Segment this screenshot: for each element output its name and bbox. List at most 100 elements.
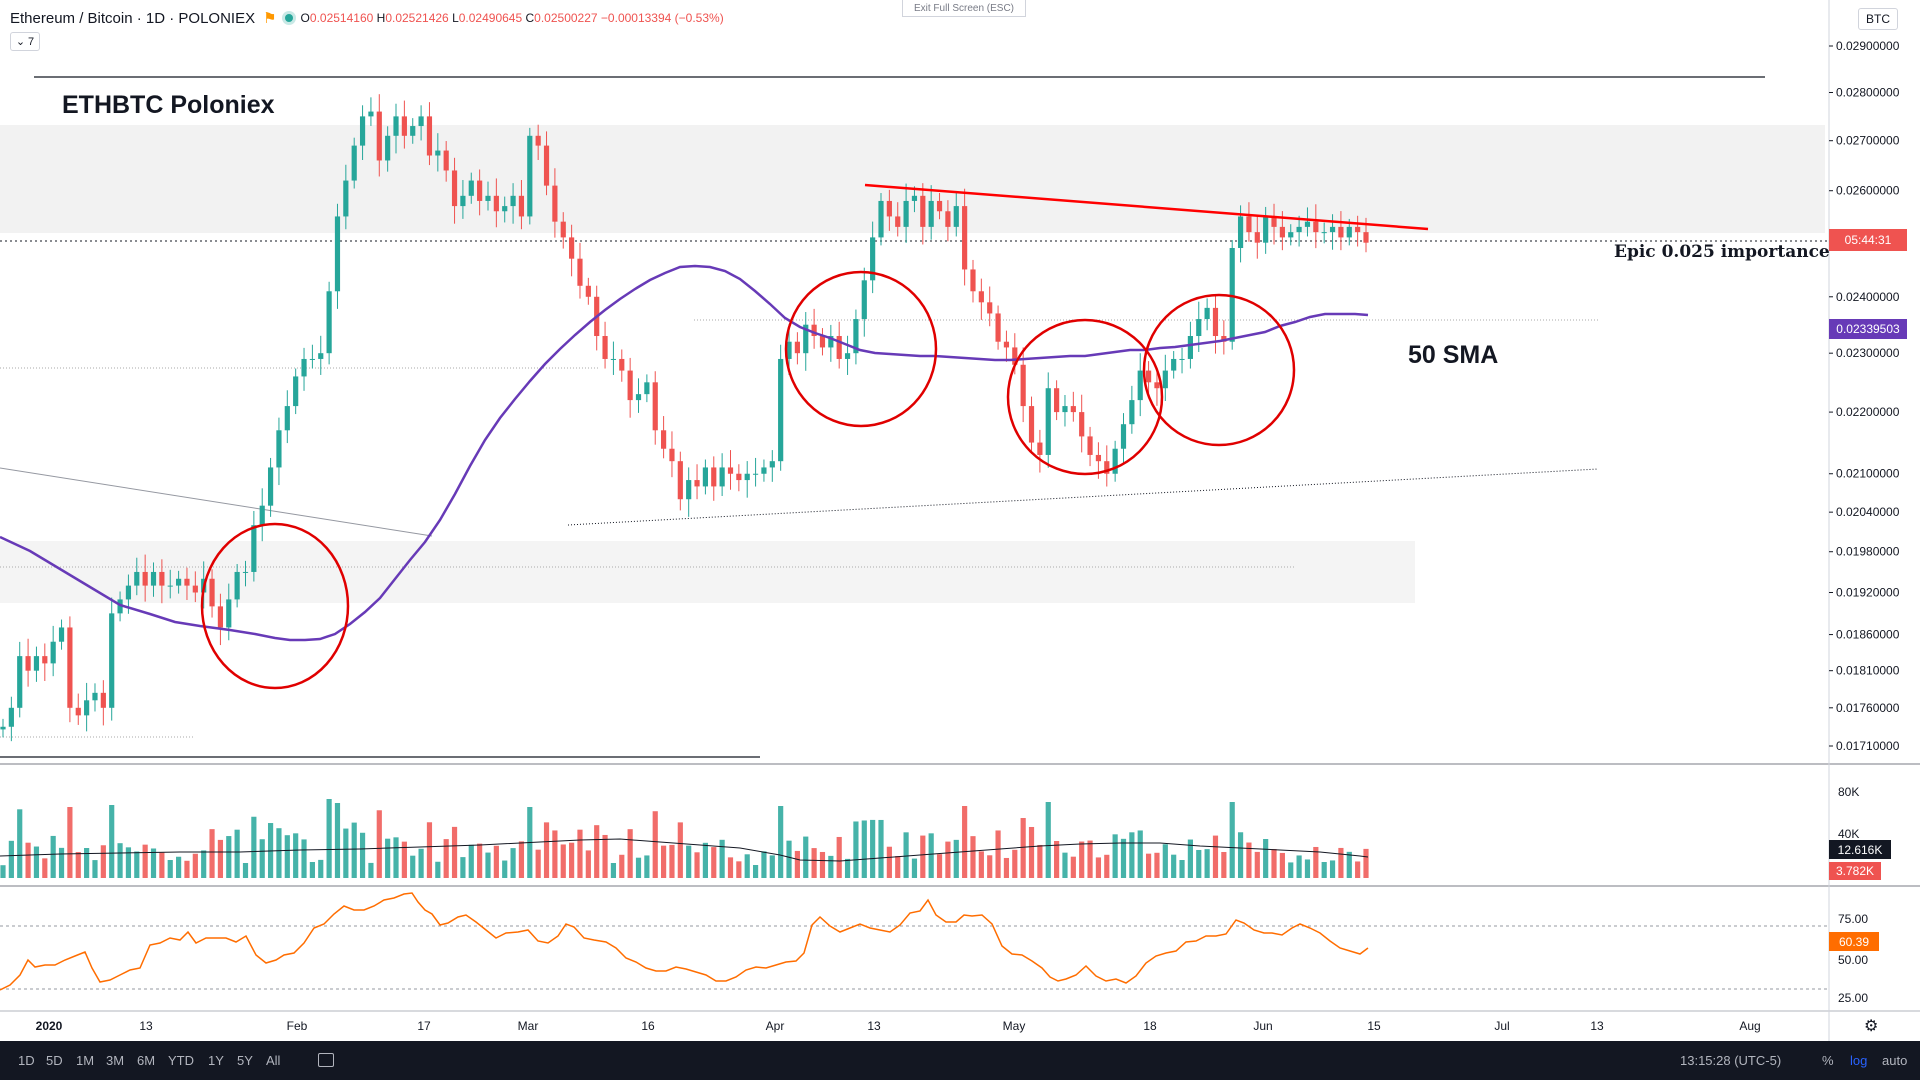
candle-body	[510, 195, 516, 207]
candle-body	[1187, 336, 1193, 359]
candle-body	[811, 324, 817, 337]
flag-icon[interactable]: ⚑	[263, 10, 277, 27]
candle-body	[694, 480, 700, 487]
log-toggle[interactable]: log	[1850, 1053, 1868, 1068]
volume-bar	[75, 852, 81, 878]
candle-body	[1363, 232, 1369, 243]
candle-body	[1296, 226, 1302, 233]
percent-toggle[interactable]: %	[1822, 1053, 1834, 1068]
volume-bar	[594, 825, 600, 878]
range-5d[interactable]: 5D	[46, 1053, 63, 1068]
range-1y[interactable]: 1Y	[208, 1053, 224, 1068]
volume-bar	[343, 828, 349, 878]
candle-body	[343, 180, 349, 217]
volume-bar	[560, 844, 566, 878]
candle-body	[635, 394, 642, 401]
candle-body	[318, 353, 324, 359]
candle-body	[259, 505, 265, 526]
volume-bar	[1204, 849, 1210, 878]
auto-toggle[interactable]: auto	[1882, 1053, 1908, 1068]
volume-bar	[234, 829, 240, 878]
candle-body	[761, 467, 767, 474]
indicator-toggle-button[interactable]: ⌄ 7	[10, 32, 40, 51]
volume-bar	[1154, 852, 1160, 878]
volume-bar	[819, 851, 826, 878]
candle-body	[1154, 382, 1160, 389]
range-1d[interactable]: 1D	[18, 1053, 35, 1068]
volume-bar	[435, 861, 441, 878]
volume-bar	[385, 838, 391, 878]
support-dotted-line-lower	[567, 468, 1599, 526]
volume-bar	[962, 806, 968, 878]
volume-bar	[686, 845, 692, 878]
ohlc-values: O0.02514160 H0.02521426 L0.02490645 C0.0…	[300, 11, 724, 25]
candle-body	[752, 473, 759, 475]
change-value: −0.00013394 (−0.53%)	[600, 11, 724, 25]
candle-body	[861, 280, 867, 320]
volume-bar	[58, 847, 65, 878]
volume-bar	[702, 842, 708, 878]
volume-bar	[669, 844, 675, 878]
volume-bar	[50, 835, 56, 878]
range-3m[interactable]: 3M	[106, 1053, 125, 1068]
exit-fullscreen-button[interactable]: Exit Full Screen (ESC)	[902, 0, 1026, 17]
candle-body	[1095, 454, 1102, 462]
gear-icon[interactable]: ⚙	[1864, 1018, 1879, 1035]
price-tick-label: 0.02600000	[1836, 184, 1900, 198]
candle-body	[1171, 358, 1177, 371]
symbol-title[interactable]: Ethereum / Bitcoin · 1D · POLONIEX	[10, 9, 256, 27]
sma-value-badge: 0.02339503	[1829, 319, 1907, 339]
candle-body	[385, 135, 391, 161]
volume-bar	[401, 841, 407, 878]
candle-body	[1329, 226, 1336, 233]
candle-body	[577, 258, 583, 286]
volume-bar	[778, 806, 784, 878]
volume-last-text: 3.782K	[1835, 864, 1875, 878]
volume-bar	[217, 839, 224, 878]
candle-body	[1012, 347, 1018, 365]
candle-body	[527, 135, 533, 217]
volume-bar	[242, 863, 249, 878]
currency-button[interactable]: BTC	[1858, 8, 1898, 30]
volume-bar	[694, 852, 700, 878]
chart-canvas[interactable]: 0.02900000 0.02800000 0.02700000 0.02600000…	[0, 0, 1920, 1041]
volume-bar	[644, 855, 650, 878]
volume-bar	[1137, 830, 1143, 878]
rsi-tick-label: 75.00	[1838, 912, 1868, 926]
high-value: 0.02521426	[385, 11, 449, 25]
time-tick-label: 13	[867, 1019, 881, 1033]
candle-body	[217, 606, 224, 628]
candle-body	[1028, 406, 1035, 443]
candle-body	[184, 578, 190, 586]
candle-body	[376, 111, 382, 161]
volume-bar	[535, 849, 541, 878]
calendar-icon[interactable]	[318, 1053, 334, 1067]
candle-body	[393, 116, 399, 136]
volume-bar	[1246, 842, 1252, 878]
candle-body	[33, 656, 40, 671]
candle-body	[1321, 232, 1327, 234]
volume-bar	[176, 856, 182, 878]
range-5y[interactable]: 5Y	[237, 1053, 253, 1068]
range-1m[interactable]: 1M	[76, 1053, 95, 1068]
range-all[interactable]: All	[266, 1053, 281, 1068]
candle-body	[1145, 370, 1152, 383]
volume-bar	[1196, 849, 1202, 878]
volume-bar	[359, 832, 366, 878]
candle-body	[176, 578, 182, 586]
candle-body	[150, 571, 157, 586]
volume-bar	[100, 845, 106, 878]
low-value: 0.02490645	[458, 11, 523, 25]
price-axis: 0.02900000 0.02800000 0.02700000 0.02600000…	[1829, 39, 1900, 1005]
volume-bar	[1012, 849, 1018, 878]
candle-body	[209, 578, 215, 607]
range-6m[interactable]: 6M	[137, 1053, 156, 1068]
rsi-tick-label: 50.00	[1838, 953, 1868, 967]
clock-display[interactable]: 13:15:28 (UTC-5)	[1680, 1053, 1782, 1068]
range-ytd[interactable]: YTD	[168, 1053, 194, 1068]
volume-bar	[711, 847, 717, 878]
candle-body	[50, 641, 56, 664]
candle-body	[1120, 424, 1127, 449]
volume-bar	[1338, 847, 1344, 878]
resistance-zone	[0, 125, 1825, 233]
